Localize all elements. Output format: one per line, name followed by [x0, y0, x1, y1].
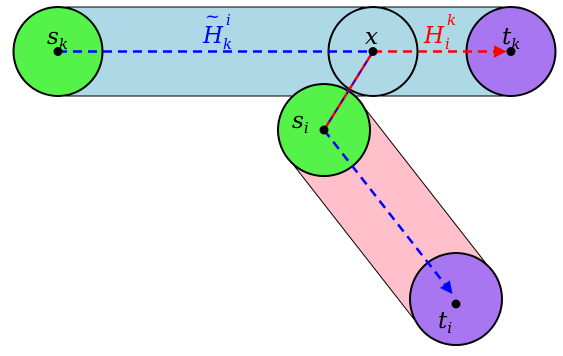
x-label: x [365, 24, 378, 50]
bottom-capsule-right-edge [363, 107, 497, 278]
bottom-capsule-left-edge [283, 151, 417, 322]
t-i-dot [451, 299, 461, 309]
t-i-label: ti [438, 308, 452, 337]
h-label: H k i [423, 11, 456, 53]
s-i-dot [319, 125, 329, 135]
h-tilde-base: H [202, 23, 224, 49]
s-k-label: sk [47, 24, 68, 53]
t-k-dot [506, 47, 516, 56]
h-tilde-label: ~ H i k [202, 6, 232, 53]
h-sup: k [447, 11, 456, 29]
s-i-label: si [292, 108, 309, 137]
h-tilde-sub: k [223, 35, 232, 53]
blue-connector [323, 51, 374, 131]
t-k-label: tk [502, 24, 520, 53]
x-dot [368, 47, 378, 56]
h-sub: i [445, 35, 450, 53]
s-k-dot [53, 47, 63, 56]
h-base: H [423, 23, 445, 49]
blue-path-bottom [323, 129, 453, 294]
h-tilde-sup: i [226, 11, 231, 29]
t-i-node [409, 252, 503, 346]
h-tilde-accent: ~ [205, 6, 220, 27]
